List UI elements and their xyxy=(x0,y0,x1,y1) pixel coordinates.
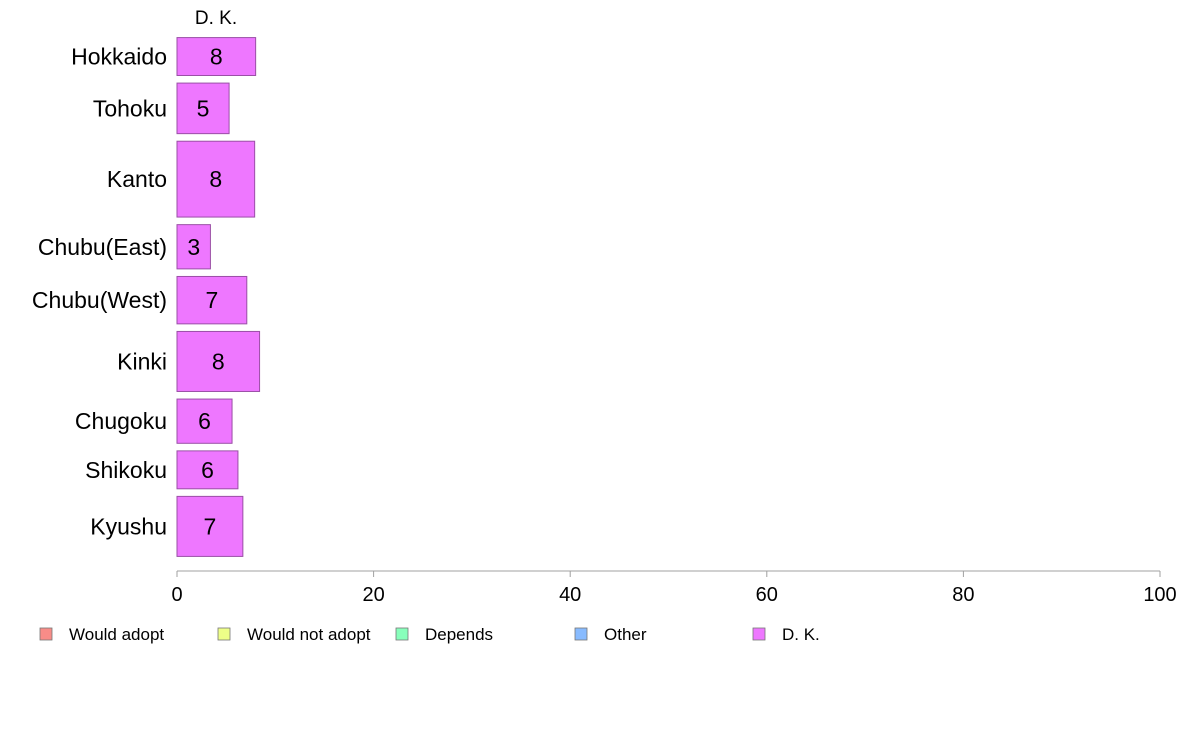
bar-shikoku-d-k xyxy=(176,450,239,490)
x-tick-label: 20 xyxy=(362,584,384,606)
legend-label: Would not adopt xyxy=(247,625,371,644)
legend-item-other: Other xyxy=(574,625,647,644)
column-header: D. K. xyxy=(195,8,237,29)
legend: Would adopt Would not adopt Depends Other D.… xyxy=(39,625,820,644)
legend-label: D. K. xyxy=(782,625,820,644)
category-label-kinki: Kinki xyxy=(117,348,167,374)
legend-swatch xyxy=(217,627,231,641)
data-label-kanto: 8 xyxy=(209,166,222,192)
data-label-hokkaido: 8 xyxy=(210,44,223,70)
category-labels: Hokkaido Tohoku Kanto Chubu(East) Chubu(West… xyxy=(32,44,167,540)
x-tick-label: 0 xyxy=(171,584,182,606)
legend-item-d-k: D. K. xyxy=(752,625,820,644)
category-label-chugoku: Chugoku xyxy=(75,408,167,434)
bar-kinki-d-k xyxy=(176,330,261,392)
bar-chubu-west-d-k xyxy=(176,275,248,325)
bar-tohoku-d-k xyxy=(176,82,230,135)
data-label-chugoku: 6 xyxy=(198,408,211,434)
legend-item-would-adopt: Would adopt xyxy=(39,625,164,644)
legend-swatch xyxy=(752,627,766,641)
legend-item-would-not-adopt: Would not adopt xyxy=(217,625,371,644)
data-label-chubu-west: 7 xyxy=(205,287,218,313)
category-label-chubu-east: Chubu(East) xyxy=(38,234,167,260)
data-label-kyushu: 7 xyxy=(204,513,217,539)
data-label-kinki: 8 xyxy=(212,348,225,374)
legend-label: Depends xyxy=(425,625,493,644)
data-label-chubu-east: 3 xyxy=(187,234,200,260)
legend-swatch xyxy=(574,627,588,641)
category-label-hokkaido: Hokkaido xyxy=(71,44,167,70)
legend-swatch xyxy=(395,627,409,641)
category-label-kanto: Kanto xyxy=(107,166,167,192)
bar-chugoku-d-k xyxy=(176,398,233,444)
category-label-kyushu: Kyushu xyxy=(90,513,167,539)
legend-swatch xyxy=(39,627,53,641)
x-tick-label: 100 xyxy=(1143,584,1176,606)
x-tick-label: 80 xyxy=(952,584,974,606)
x-tick-label: 60 xyxy=(756,584,778,606)
category-label-shikoku: Shikoku xyxy=(85,457,167,483)
bar-kanto-d-k xyxy=(176,140,256,218)
x-axis: 0 20 40 60 80 100 xyxy=(171,570,1177,606)
x-tick-label: 40 xyxy=(559,584,581,606)
bar-kyushu-d-k xyxy=(176,495,244,557)
data-label-shikoku: 6 xyxy=(201,457,214,483)
bar-hokkaido-d-k xyxy=(176,37,257,77)
legend-item-depends: Depends xyxy=(395,625,493,644)
legend-label: Other xyxy=(604,625,647,644)
bar-chubu-east-d-k xyxy=(176,224,211,270)
category-label-chubu-west: Chubu(West) xyxy=(32,287,167,313)
legend-label: Would adopt xyxy=(69,625,164,644)
category-label-tohoku: Tohoku xyxy=(93,95,167,121)
data-label-tohoku: 5 xyxy=(197,95,210,121)
